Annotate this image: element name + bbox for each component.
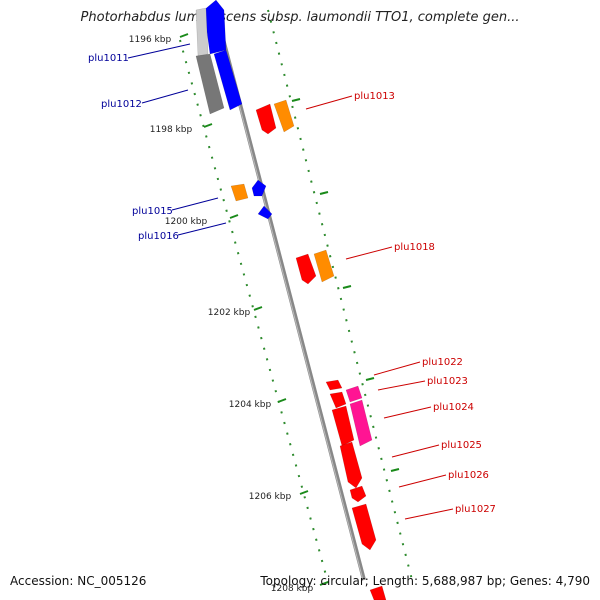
gene-label-plu1025[interactable]: plu1025: [441, 440, 482, 451]
tick-label: 1202 kbp: [208, 308, 251, 318]
tick-label: 1196 kbp: [129, 35, 172, 45]
gene-leader-line: [127, 43, 191, 59]
gene-arrow[interactable]: [369, 585, 387, 600]
gene-label-plu1015[interactable]: plu1015: [132, 206, 173, 217]
gene-arrow[interactable]: [349, 399, 373, 447]
gene-arrow[interactable]: [325, 379, 343, 391]
tick-label: 1204 kbp: [229, 400, 272, 410]
guide-line-inner: [179, 39, 331, 591]
gene-arrow[interactable]: [329, 391, 347, 409]
gene-arrow[interactable]: [257, 205, 273, 220]
gene-leader-line: [377, 380, 426, 391]
gene-arrow[interactable]: [195, 53, 225, 115]
gene-leader-line: [398, 474, 447, 488]
gene-arrow[interactable]: [295, 253, 317, 285]
tick-mark: [342, 285, 352, 289]
tick-mark: [179, 33, 189, 38]
gene-arrow[interactable]: [351, 503, 377, 551]
gene-label-plu1018[interactable]: plu1018: [394, 242, 435, 253]
tick-mark: [365, 377, 375, 381]
tick-label: 1200 kbp: [165, 217, 208, 227]
gene-arrow[interactable]: [331, 405, 355, 447]
tick-label: 1206 kbp: [249, 492, 292, 502]
map-title: Photorhabdus luminescens subsp. laumondi…: [80, 10, 520, 25]
gene-label-plu1011[interactable]: plu1011: [88, 53, 129, 64]
gene-leader-line: [345, 246, 393, 260]
gene-leader-line: [305, 95, 353, 110]
gene-arrow[interactable]: [251, 179, 267, 197]
gene-leader-line: [171, 197, 219, 211]
summary-text: Topology: circular; Length: 5,688,987 bp…: [260, 574, 590, 588]
gene-leader-line: [391, 444, 440, 458]
gene-leader-line: [373, 361, 421, 376]
gene-label-plu1027[interactable]: plu1027: [455, 504, 496, 515]
gene-leader-line: [141, 89, 189, 104]
gene-arrow[interactable]: [349, 485, 367, 503]
gene-arrow[interactable]: [273, 99, 295, 133]
gene-label-plu1012[interactable]: plu1012: [101, 99, 142, 110]
gene-label-plu1024[interactable]: plu1024: [433, 402, 474, 413]
tick-mark: [277, 398, 287, 403]
tick-mark: [253, 306, 263, 311]
gene-arrow[interactable]: [213, 49, 243, 111]
gene-arrow[interactable]: [345, 385, 363, 403]
gene-leader-line: [404, 508, 454, 520]
gene-arrow[interactable]: [255, 103, 277, 135]
tick-mark: [229, 214, 239, 219]
tick-mark: [390, 468, 400, 472]
tick-mark: [291, 98, 301, 102]
tick-mark: [319, 191, 329, 195]
gene-label-plu1016[interactable]: plu1016: [138, 231, 179, 242]
gene-arrow[interactable]: [230, 183, 249, 202]
gene-arrow[interactable]: [195, 7, 209, 57]
tick-mark: [319, 581, 329, 586]
tick-mark: [299, 490, 309, 495]
tick-label: 1198 kbp: [150, 125, 193, 135]
accession-text: Accession: NC_005126: [10, 574, 147, 588]
gene-label-plu1022[interactable]: plu1022: [422, 357, 463, 368]
gene-arrow[interactable]: [313, 249, 335, 283]
gene-arrow[interactable]: [203, 0, 227, 55]
tick-label: 1208 kbp: [271, 584, 314, 594]
gene-label-plu1026[interactable]: plu1026: [448, 470, 489, 481]
gene-label-plu1023[interactable]: plu1023: [427, 376, 468, 387]
gene-arrow[interactable]: [339, 441, 363, 489]
tick-mark: [203, 123, 213, 128]
gene-label-plu1013[interactable]: plu1013: [354, 91, 395, 102]
gene-leader-line: [177, 222, 227, 236]
gene-leader-line: [383, 406, 432, 419]
